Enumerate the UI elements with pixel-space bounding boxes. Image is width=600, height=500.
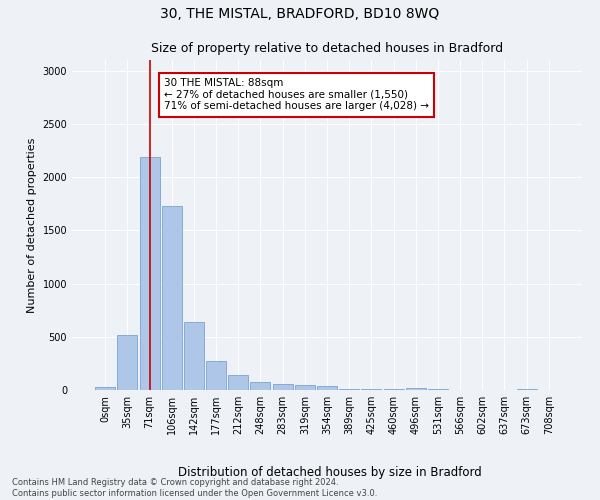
Text: 30, THE MISTAL, BRADFORD, BD10 8WQ: 30, THE MISTAL, BRADFORD, BD10 8WQ <box>160 8 440 22</box>
Bar <box>272 384 293 390</box>
Bar <box>361 389 382 390</box>
Bar <box>317 386 337 390</box>
Bar <box>95 388 115 390</box>
Bar <box>184 322 204 390</box>
Bar <box>295 385 315 390</box>
Y-axis label: Number of detached properties: Number of detached properties <box>27 138 37 312</box>
Bar <box>406 388 426 390</box>
Text: Distribution of detached houses by size in Bradford: Distribution of detached houses by size … <box>178 466 482 479</box>
Bar <box>250 382 271 390</box>
Bar <box>162 206 182 390</box>
Bar <box>118 334 137 390</box>
Title: Size of property relative to detached houses in Bradford: Size of property relative to detached ho… <box>151 42 503 54</box>
Bar <box>206 362 226 390</box>
Bar <box>140 158 160 390</box>
Text: Contains HM Land Registry data © Crown copyright and database right 2024.
Contai: Contains HM Land Registry data © Crown c… <box>12 478 377 498</box>
Bar <box>228 375 248 390</box>
Bar <box>339 389 359 390</box>
Text: 30 THE MISTAL: 88sqm
← 27% of detached houses are smaller (1,550)
71% of semi-de: 30 THE MISTAL: 88sqm ← 27% of detached h… <box>164 78 429 112</box>
